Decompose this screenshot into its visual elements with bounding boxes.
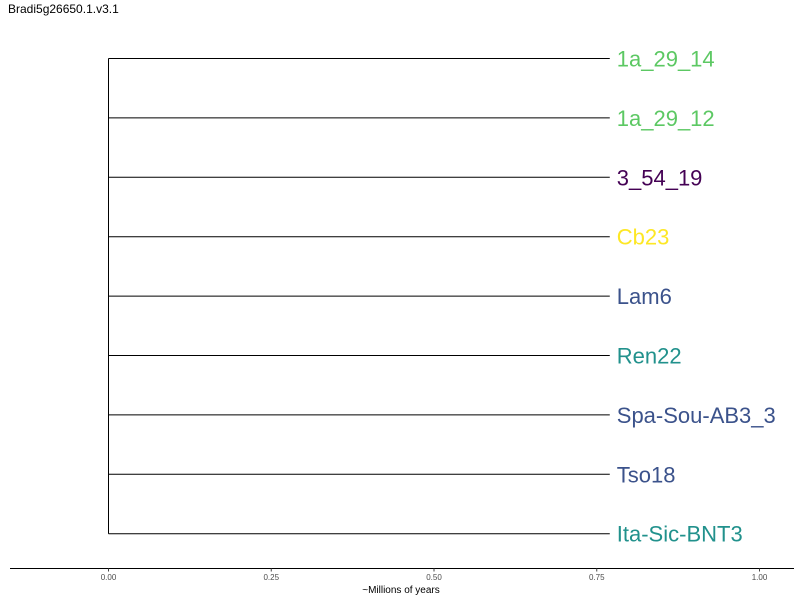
tip-label: 1a_29_14 bbox=[617, 47, 715, 72]
tip-label: Spa-Sou-AB3_3 bbox=[617, 403, 776, 428]
x-tick-label: 0.50 bbox=[426, 573, 442, 582]
x-tick-label: 1.00 bbox=[752, 573, 768, 582]
x-axis-label: ~Millions of years bbox=[362, 585, 440, 596]
tip-label: Cb23 bbox=[617, 225, 670, 250]
tip-label: Tso18 bbox=[617, 462, 676, 487]
tip-label: 1a_29_12 bbox=[617, 106, 715, 131]
chart-title: Bradi5g26650.1.v3.1 bbox=[8, 2, 119, 16]
x-tick-label: 0.75 bbox=[589, 573, 605, 582]
x-tick-label: 0.00 bbox=[101, 573, 117, 582]
tip-label: 3_54_19 bbox=[617, 165, 703, 190]
x-tick-label: 0.25 bbox=[263, 573, 279, 582]
tip-label: Lam6 bbox=[617, 284, 672, 309]
tip-label: Ren22 bbox=[617, 344, 682, 369]
tip-label: Ita-Sic-BNT3 bbox=[617, 522, 743, 547]
